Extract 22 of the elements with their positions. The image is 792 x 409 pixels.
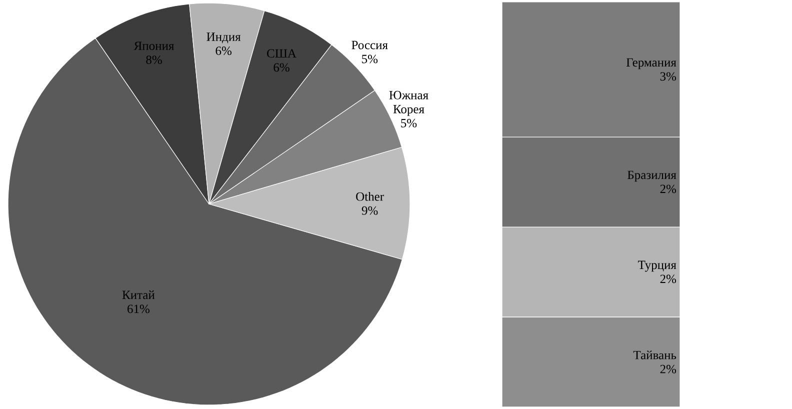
data-label: 5% — [401, 118, 417, 128]
data-label: 6% — [274, 63, 290, 72]
data-label: 2% — [660, 274, 676, 284]
data-label: 2% — [660, 184, 676, 194]
series-label: Бразилия — [628, 170, 676, 182]
slice-label: Other — [356, 192, 384, 201]
data-label: 8% — [146, 56, 162, 64]
data-label: 6% — [216, 46, 232, 56]
data-label: 5% — [362, 54, 378, 64]
data-label: 3% — [660, 72, 676, 81]
slice-label: Россия — [352, 40, 388, 50]
series-label: Турция — [638, 260, 676, 272]
slice-label: США — [267, 49, 296, 58]
slice-label: Китай — [122, 290, 155, 300]
slice-label: Южная Корея — [389, 90, 428, 116]
series-label: Германия — [626, 58, 676, 70]
slice-label: Индия — [206, 32, 241, 44]
data-label: 2% — [660, 364, 676, 374]
slice-label: Япония — [134, 42, 174, 50]
data-label: 9% — [362, 206, 378, 215]
data-label: 61% — [128, 304, 150, 314]
series-label: Тайвань — [633, 350, 676, 360]
